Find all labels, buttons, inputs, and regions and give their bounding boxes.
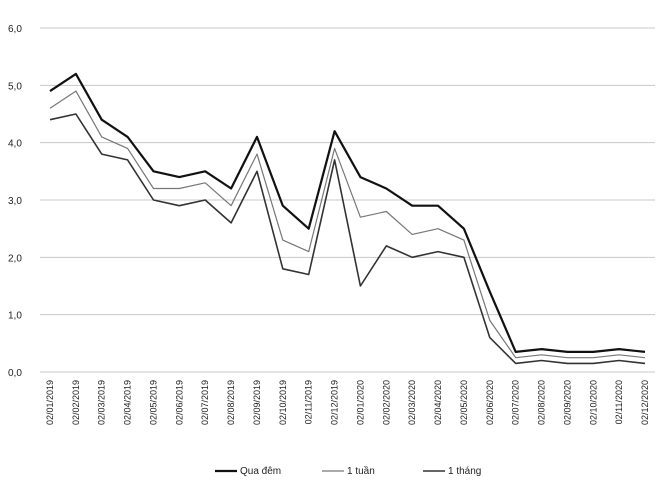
series-line-2	[49, 90, 646, 359]
y-axis-ticks: 0,0 1,0 2,0 3,0 4,0 5,0 6,0	[8, 24, 22, 379]
x-tick-label: 02/09/2019	[252, 380, 262, 425]
y-tick-label: 5,0	[8, 81, 22, 92]
y-tick-label: 6,0	[8, 24, 22, 35]
y-tick-label: 3,0	[8, 196, 22, 207]
x-tick-label: 02/04/2019	[123, 380, 133, 425]
x-tick-label: 02/08/2019	[226, 380, 236, 425]
series-line-1	[49, 72, 646, 353]
x-tick-label: 02/05/2020	[459, 380, 469, 425]
legend-label-1: Qua đêm	[240, 466, 281, 477]
legend: Qua đêm 1 tuần 1 tháng	[215, 465, 481, 477]
x-tick-label: 02/11/2019	[304, 380, 314, 424]
x-tick-label: 02/01/2020	[355, 380, 365, 425]
x-tick-label: 02/06/2019	[174, 380, 184, 425]
x-tick-label: 02/07/2019	[200, 380, 210, 425]
x-tick-label: 02/04/2020	[433, 380, 443, 425]
x-tick-label: 02/02/2019	[71, 380, 81, 425]
x-tick-label: 02/05/2019	[148, 380, 158, 425]
x-tick-label: 02/10/2019	[278, 380, 288, 425]
legend-label-2: 1 tuần	[347, 465, 375, 477]
x-tick-label: 02/01/2019	[45, 380, 55, 425]
x-tick-label: 02/12/2020	[640, 380, 650, 425]
gridlines	[40, 27, 655, 373]
x-tick-label: 02/12/2019	[330, 380, 340, 425]
legend-label-3: 1 tháng	[448, 466, 481, 477]
series-lines	[49, 72, 646, 365]
x-tick-label: 02/07/2020	[511, 380, 521, 425]
x-axis-ticks: 02/01/2019 02/02/2019 02/03/2019 02/04/2019…	[45, 380, 650, 425]
y-tick-label: 4,0	[8, 139, 22, 150]
y-tick-label: 1,0	[8, 311, 22, 322]
x-tick-label: 02/02/2020	[381, 380, 391, 425]
x-tick-label: 02/08/2020	[537, 380, 547, 425]
y-tick-label: 2,0	[8, 253, 22, 264]
x-tick-label: 02/11/2020	[614, 380, 624, 424]
x-tick-label: 02/10/2020	[588, 380, 598, 425]
series-line-3	[49, 113, 646, 365]
x-tick-label: 02/06/2020	[485, 380, 495, 425]
y-tick-label: 0,0	[8, 368, 22, 379]
x-tick-label: 02/03/2019	[97, 380, 107, 425]
x-tick-label: 02/03/2020	[407, 380, 417, 425]
x-tick-label: 02/09/2020	[562, 380, 572, 425]
